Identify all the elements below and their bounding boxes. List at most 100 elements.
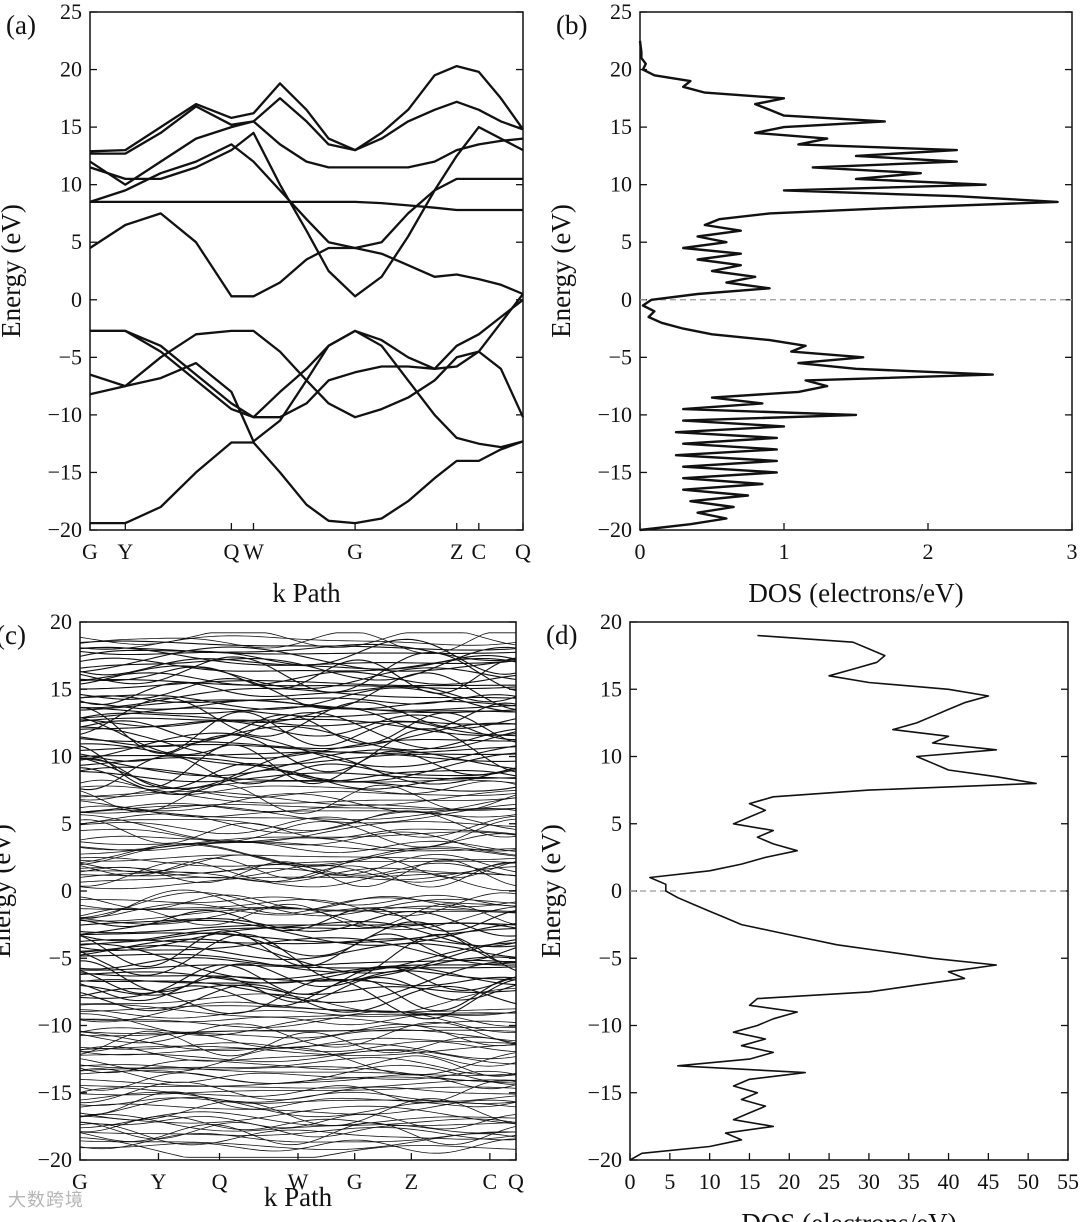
- band-line: [79, 1041, 517, 1053]
- y-tick-label-b: 15: [610, 114, 632, 139]
- x-tick-label-d: 40: [938, 1169, 960, 1194]
- band-line: [79, 682, 517, 706]
- x-tick-label-a: W: [243, 539, 264, 564]
- band-line: [79, 964, 517, 971]
- band-line: [79, 910, 517, 937]
- band-line: [79, 892, 517, 919]
- band-line: [79, 1014, 517, 1027]
- band-line: [79, 1066, 517, 1082]
- band-line: [79, 802, 517, 813]
- band-line: [79, 964, 517, 995]
- y-tick-label-c: 0: [61, 878, 72, 903]
- x-tick-label-c: Q: [508, 1169, 524, 1194]
- band-line: [79, 831, 517, 852]
- x-axis-label-b: DOS (electrons/eV): [748, 578, 963, 608]
- band-line: [79, 942, 517, 961]
- dos-curve-d: [629, 634, 1037, 1161]
- band-line: [79, 1091, 517, 1115]
- y-tick-label-d: 0: [611, 878, 622, 903]
- x-tick-label-c: Q: [212, 1169, 228, 1194]
- y-tick-label-d: −20: [588, 1147, 622, 1172]
- y-tick-label-c: −10: [38, 1013, 72, 1038]
- band-line: [79, 907, 517, 932]
- band-line: [79, 632, 516, 655]
- band-line: [79, 903, 517, 928]
- band-line: [79, 722, 517, 750]
- band-line: [79, 815, 517, 838]
- band-line: [79, 922, 517, 934]
- y-tick-label-d: −10: [588, 1013, 622, 1038]
- band-line: [79, 643, 517, 662]
- band-line: [79, 1111, 517, 1129]
- band-line: [79, 1029, 517, 1037]
- y-tick-label-b: 20: [610, 57, 632, 82]
- y-tick-label-a: 15: [60, 114, 82, 139]
- band-line: [79, 635, 517, 650]
- x-tick-label-c: Z: [405, 1169, 418, 1194]
- band-line: [79, 1121, 517, 1140]
- y-tick-label-d: 20: [600, 609, 622, 634]
- band-line: [79, 632, 517, 648]
- x-tick-label-c: C: [482, 1169, 497, 1194]
- y-tick-label-b: −15: [598, 459, 632, 484]
- band-line: [79, 665, 517, 690]
- x-tick-label-a: Z: [450, 539, 463, 564]
- band-line: [79, 687, 517, 713]
- band-line: [79, 743, 517, 766]
- y-tick-label-d: 10: [600, 744, 622, 769]
- band-line: [79, 719, 517, 728]
- y-tick-label-d: 5: [611, 811, 622, 836]
- band-line: [79, 805, 517, 818]
- y-tick-label-a: 20: [60, 57, 82, 82]
- band-line: [79, 788, 517, 801]
- x-tick-label-d: 55: [1057, 1169, 1079, 1194]
- band-line: [79, 699, 517, 711]
- band-line: [79, 1113, 517, 1130]
- x-tick-label-d: 30: [858, 1169, 880, 1194]
- x-tick-label-d: 5: [664, 1169, 675, 1194]
- band-line-8: [90, 200, 523, 212]
- band-line: [79, 707, 517, 719]
- band-line: [80, 862, 517, 883]
- band-line-4: [90, 298, 524, 419]
- band-line: [79, 1010, 516, 1033]
- y-tick-label-b: −5: [609, 344, 632, 369]
- band-line: [79, 1009, 516, 1019]
- band-line-12: [89, 82, 524, 153]
- x-tick-label-d: 20: [778, 1169, 800, 1194]
- band-line: [79, 1079, 517, 1089]
- plot-frame-a: [89, 11, 524, 531]
- y-axis-label-c: Energy (eV): [0, 824, 16, 958]
- band-line: [79, 921, 517, 947]
- band-line-11: [90, 64, 524, 155]
- y-tick-label-b: 5: [621, 229, 632, 254]
- panel-label-c: (c): [0, 620, 26, 650]
- y-tick-label-c: 15: [50, 676, 72, 701]
- band-line: [79, 751, 517, 762]
- band-line: [79, 1043, 517, 1060]
- band-line: [80, 894, 517, 907]
- band-line: [79, 861, 517, 887]
- band-line: [79, 841, 517, 855]
- band-line: [79, 647, 517, 655]
- band-line: [80, 680, 516, 690]
- x-tick-label-c: W: [288, 1169, 309, 1194]
- y-tick-label-d: 15: [600, 676, 622, 701]
- band-line: [79, 1044, 517, 1056]
- band-line: [79, 1097, 517, 1106]
- band-line: [79, 1001, 517, 1023]
- band-line: [79, 938, 517, 974]
- x-tick-label-d: 15: [738, 1169, 760, 1194]
- band-line: [79, 1013, 516, 1036]
- band-line: [79, 903, 517, 919]
- x-tick-label-d: 45: [977, 1169, 999, 1194]
- band-line: [79, 892, 517, 917]
- x-tick-label-c: G: [347, 1169, 363, 1194]
- x-tick-label-d: 50: [1017, 1169, 1039, 1194]
- x-tick-label-a: Y: [117, 539, 133, 564]
- band-line: [79, 854, 517, 876]
- band-line: [79, 1068, 517, 1083]
- watermark: 大数跨境: [8, 1190, 84, 1211]
- y-tick-label-b: −10: [598, 402, 632, 427]
